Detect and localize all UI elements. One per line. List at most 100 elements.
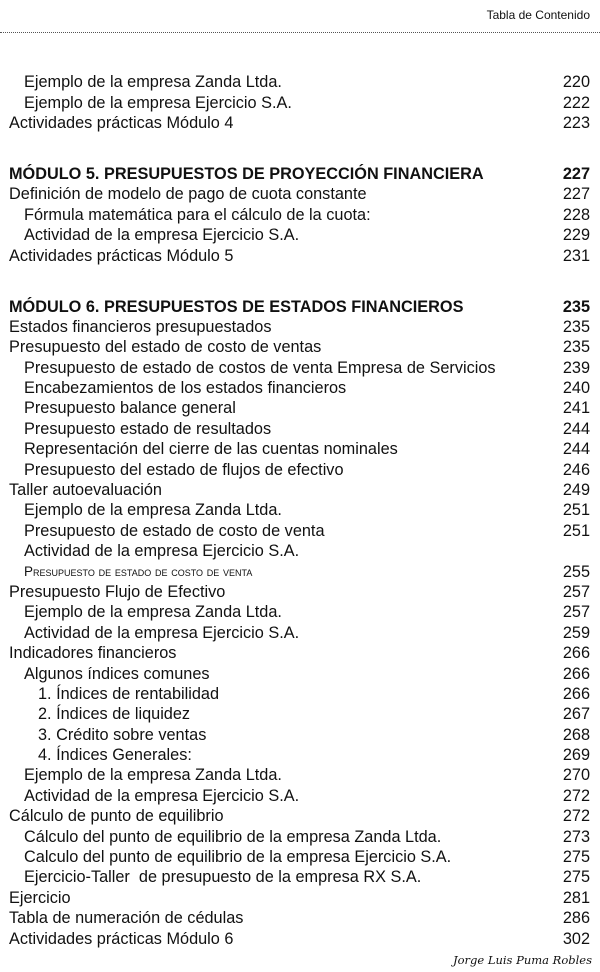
toc-entry-title: Ejercicio-Taller de presupuesto de la em… xyxy=(24,868,422,887)
toc-page-number: 227 xyxy=(562,185,590,204)
toc-page-number: 235 xyxy=(562,297,590,316)
toc-entry[interactable]: Actividad de la empresa Ejercicio S.A. 27… xyxy=(0,786,590,806)
toc-page-number: 249 xyxy=(562,481,590,500)
toc-entry[interactable]: Actividad de la empresa Ejercicio S.A. 22… xyxy=(0,225,590,245)
toc-page-number: 257 xyxy=(562,603,590,622)
toc-entry[interactable]: Estados financieros presupuestados 235 xyxy=(0,317,590,337)
toc-page-number: 257 xyxy=(562,582,590,601)
toc-entry[interactable]: 2. Índices de liquidez 267 xyxy=(0,704,590,724)
toc-entry[interactable]: Actividades prácticas Módulo 4 223 xyxy=(0,113,590,133)
toc-page-number: 244 xyxy=(562,419,590,438)
toc-entry-title: Ejercicio xyxy=(9,888,71,907)
toc-heading[interactable]: MÓDULO 6. PRESUPUESTOS DE ESTADOS FINANC… xyxy=(0,296,590,316)
toc-page-number: 266 xyxy=(562,664,590,683)
toc-entry[interactable]: Presupuesto Flujo de Efectivo 257 xyxy=(0,582,590,602)
footer-author: Jorge Luis Puma Robles xyxy=(452,953,592,967)
toc-entry[interactable]: Presupuesto del estado de costo de venta… xyxy=(0,337,590,357)
toc-entry[interactable]: Ejemplo de la empresa Zanda Ltda. 251 xyxy=(0,500,590,520)
toc-entry-title: Representación del cierre de las cuentas… xyxy=(24,440,398,459)
toc-entry-title: 1. Índices de rentabilidad xyxy=(38,684,220,703)
toc-page-number: 240 xyxy=(562,379,590,398)
toc-entry[interactable]: Encabezamientos de los estados financier… xyxy=(0,378,590,398)
toc-heading[interactable]: MÓDULO 5. PRESUPUESTOS DE PROYECCIÓN FIN… xyxy=(0,164,590,184)
toc-entry-title: Ejemplo de la empresa Zanda Ltda. xyxy=(24,501,282,520)
toc-page-number: 255 xyxy=(562,562,590,581)
table-of-contents: Ejemplo de la empresa Zanda Ltda. 220 Ejem… xyxy=(0,72,590,949)
toc-page-number: 266 xyxy=(562,684,590,703)
toc-entry[interactable]: Calculo del punto de equilibrio de la em… xyxy=(0,847,590,867)
toc-entry-title: Calculo del punto de equilibrio de la em… xyxy=(24,848,452,867)
toc-entry-title: Ejemplo de la empresa Zanda Ltda. xyxy=(24,603,282,622)
toc-page-number: 223 xyxy=(562,113,590,132)
toc-entry[interactable]: Ejercicio 281 xyxy=(0,888,590,908)
toc-entry-title: Actividad de la empresa Ejercicio S.A. xyxy=(24,623,300,642)
toc-entry-title: Presupuesto de estado de costos de venta… xyxy=(24,358,496,377)
toc-page-number: 244 xyxy=(562,440,590,459)
toc-page-number: 259 xyxy=(562,623,590,642)
toc-entry[interactable]: Algunos índices comunes 266 xyxy=(0,663,590,683)
toc-entry[interactable]: Presupuesto estado de resultados 244 xyxy=(0,419,590,439)
toc-entry[interactable]: Definición de modelo de pago de cuota co… xyxy=(0,184,590,204)
toc-page-number: 228 xyxy=(562,205,590,224)
toc-entry-title: Cálculo del punto de equilibrio de la em… xyxy=(24,827,442,846)
toc-entry-title: Actividad de la empresa Ejercicio S.A. xyxy=(24,226,300,245)
toc-entry-title: MÓDULO 6. PRESUPUESTOS DE ESTADOS FINANC… xyxy=(9,297,464,316)
toc-page-number: 235 xyxy=(562,317,590,336)
toc-entry-title: Tabla de numeración de cédulas xyxy=(9,909,244,928)
toc-entry[interactable]: Ejemplo de la empresa Zanda Ltda. 257 xyxy=(0,602,590,622)
toc-page-number: 222 xyxy=(562,93,590,112)
toc-entry[interactable]: Presupuesto balance general 241 xyxy=(0,398,590,418)
toc-entry[interactable]: Actividades prácticas Módulo 5 231 xyxy=(0,245,590,265)
toc-page-number: 239 xyxy=(562,358,590,377)
toc-entry[interactable]: Presupuesto de estado de costo de venta 2… xyxy=(0,561,590,581)
toc-entry[interactable]: Presupuesto de estado de costos de venta… xyxy=(0,357,590,377)
toc-entry-title: Presupuesto de estado de costo de venta xyxy=(24,563,253,579)
toc-entry-title: Presupuesto balance general xyxy=(24,399,236,418)
toc-page-number: 281 xyxy=(562,888,590,907)
toc-entry[interactable]: Presupuesto del estado de flujos de efec… xyxy=(0,459,590,479)
toc-page-number: 251 xyxy=(562,501,590,520)
toc-page-number: 286 xyxy=(562,909,590,928)
toc-entry[interactable]: Actividades prácticas Módulo 6 302 xyxy=(0,928,590,948)
toc-entry[interactable]: Taller autoevaluación 249 xyxy=(0,480,590,500)
toc-page-number: 272 xyxy=(562,807,590,826)
toc-entry[interactable]: Actividad de la empresa Ejercicio S.A. 25… xyxy=(0,623,590,643)
toc-entry[interactable]: 4. Índices Generales: 269 xyxy=(0,745,590,765)
toc-page-number: 235 xyxy=(562,338,590,357)
toc-page-number: 270 xyxy=(562,766,590,785)
toc-page-number: 246 xyxy=(562,460,590,479)
toc-entry-title: Presupuesto del estado de costo de venta… xyxy=(9,338,322,357)
toc-entry-title: Ejemplo de la empresa Zanda Ltda. xyxy=(24,73,282,92)
toc-page-number: 267 xyxy=(562,705,590,724)
toc-entry[interactable]: Cálculo de punto de equilibrio 272 xyxy=(0,806,590,826)
toc-entry-title: Ejemplo de la empresa Zanda Ltda. xyxy=(24,766,282,785)
toc-entry-title: Definición de modelo de pago de cuota co… xyxy=(9,185,367,204)
toc-page-number: 275 xyxy=(562,848,590,867)
toc-page-number: 229 xyxy=(562,226,590,245)
toc-entry[interactable]: Representación del cierre de las cuentas… xyxy=(0,439,590,459)
toc-entry[interactable]: Ejercicio-Taller de presupuesto de la em… xyxy=(0,867,590,887)
toc-entry[interactable]: 3. Crédito sobre ventas 268 xyxy=(0,725,590,745)
toc-entry[interactable]: Ejemplo de la empresa Zanda Ltda. 270 xyxy=(0,765,590,785)
toc-entry[interactable]: Ejemplo de la empresa Zanda Ltda. 220 xyxy=(0,72,590,92)
toc-entry[interactable]: Indicadores financieros 266 xyxy=(0,643,590,663)
toc-entry-title: Encabezamientos de los estados financier… xyxy=(24,379,347,398)
toc-entry-title: MÓDULO 5. PRESUPUESTOS DE PROYECCIÓN FIN… xyxy=(9,164,484,183)
toc-entry[interactable]: Actividad de la empresa Ejercicio S.A. xyxy=(0,541,590,561)
toc-entry[interactable]: Presupuesto de estado de costo de venta 2… xyxy=(0,521,590,541)
toc-entry-title: Cálculo de punto de equilibrio xyxy=(9,807,224,826)
toc-page-number: 231 xyxy=(562,246,590,265)
toc-entry-title: Actividades prácticas Módulo 6 xyxy=(9,929,234,948)
toc-entry-title: Actividades prácticas Módulo 4 xyxy=(9,113,234,132)
toc-page-number: 227 xyxy=(562,164,590,183)
toc-entry-title: Fórmula matemática para el cálculo de la… xyxy=(24,205,371,224)
toc-entry[interactable]: Ejemplo de la empresa Ejercicio S.A. 222 xyxy=(0,92,590,112)
toc-entry-title: Estados financieros presupuestados xyxy=(9,317,272,336)
header-divider xyxy=(0,32,600,33)
toc-entry[interactable]: Cálculo del punto de equilibrio de la em… xyxy=(0,826,590,846)
toc-entry[interactable]: Fórmula matemática para el cálculo de la… xyxy=(0,205,590,225)
toc-entry[interactable]: Tabla de numeración de cédulas 286 xyxy=(0,908,590,928)
toc-page-number: 275 xyxy=(562,868,590,887)
toc-page-number: 302 xyxy=(562,929,590,948)
toc-entry[interactable]: 1. Índices de rentabilidad 266 xyxy=(0,684,590,704)
